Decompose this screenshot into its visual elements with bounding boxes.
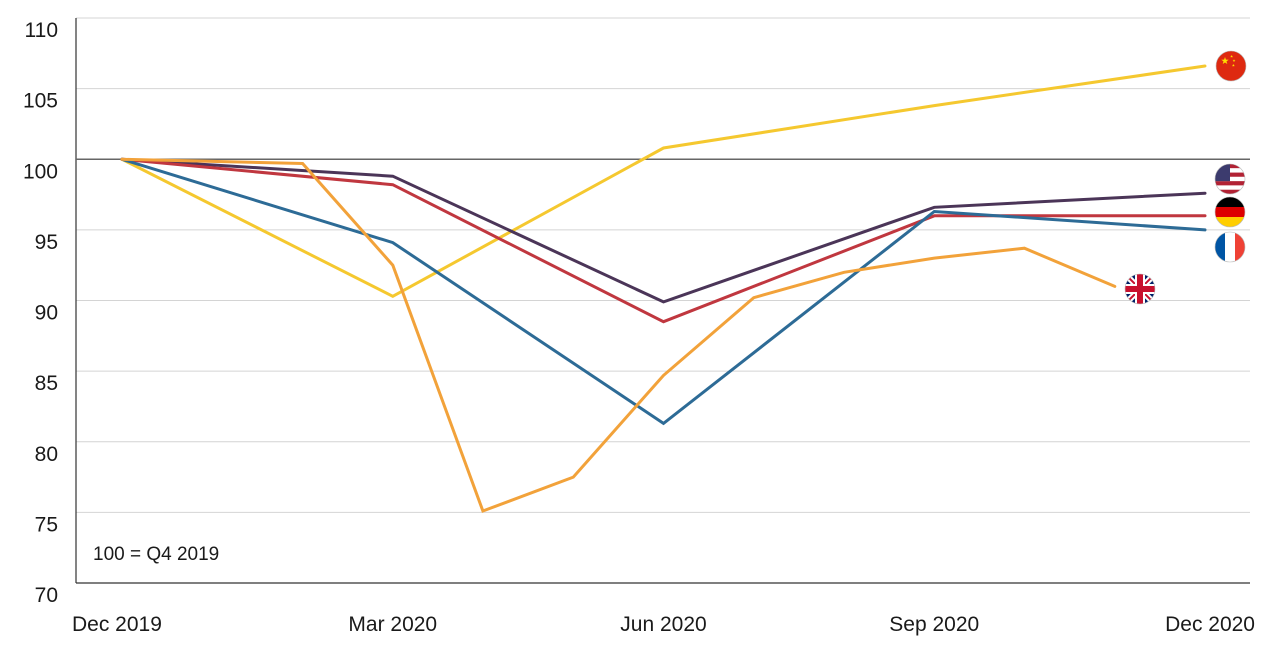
- uk-flag-icon: [1124, 273, 1156, 305]
- y-tick-label: 105: [23, 90, 58, 113]
- x-tick-label: Dec 2020: [1165, 613, 1255, 636]
- y-axis-ticks: 70 75 80 85 90 95 100 105 110: [23, 19, 58, 607]
- germany-flag-icon: [1214, 196, 1246, 228]
- series-lines: [120, 64, 1207, 513]
- china-flag-icon: [1215, 50, 1247, 82]
- germany-series-line: [120, 157, 1207, 324]
- index-base-note: 100 = Q4 2019: [93, 544, 219, 565]
- france-series-line: [120, 157, 1207, 426]
- x-tick-label: Mar 2020: [348, 613, 437, 636]
- y-tick-label: 70: [35, 584, 58, 607]
- france-flag-icon: [1214, 231, 1246, 263]
- x-tick-label: Dec 2019: [72, 613, 162, 636]
- china-series-line: [120, 64, 1207, 298]
- flag-legend: [1124, 50, 1247, 305]
- y-tick-label: 80: [35, 443, 58, 466]
- y-tick-label: 90: [35, 302, 58, 325]
- y-tick-label: 95: [35, 231, 58, 254]
- x-tick-label: Jun 2020: [620, 613, 706, 636]
- y-tick-label: 110: [25, 19, 58, 42]
- uk-series-line: [120, 157, 1117, 513]
- axes: [75, 18, 1250, 584]
- usa-flag-icon: [1214, 163, 1246, 195]
- y-tick-label: 85: [35, 372, 58, 395]
- y-tick-label: 100: [23, 160, 58, 183]
- gridlines: [76, 17, 1250, 513]
- x-tick-label: Sep 2020: [889, 613, 979, 636]
- usa-series-line: [120, 157, 1207, 304]
- y-tick-label: 75: [35, 513, 58, 536]
- x-axis-ticks: Dec 2019 Mar 2020 Jun 2020 Sep 2020 Dec 2020: [72, 613, 1255, 636]
